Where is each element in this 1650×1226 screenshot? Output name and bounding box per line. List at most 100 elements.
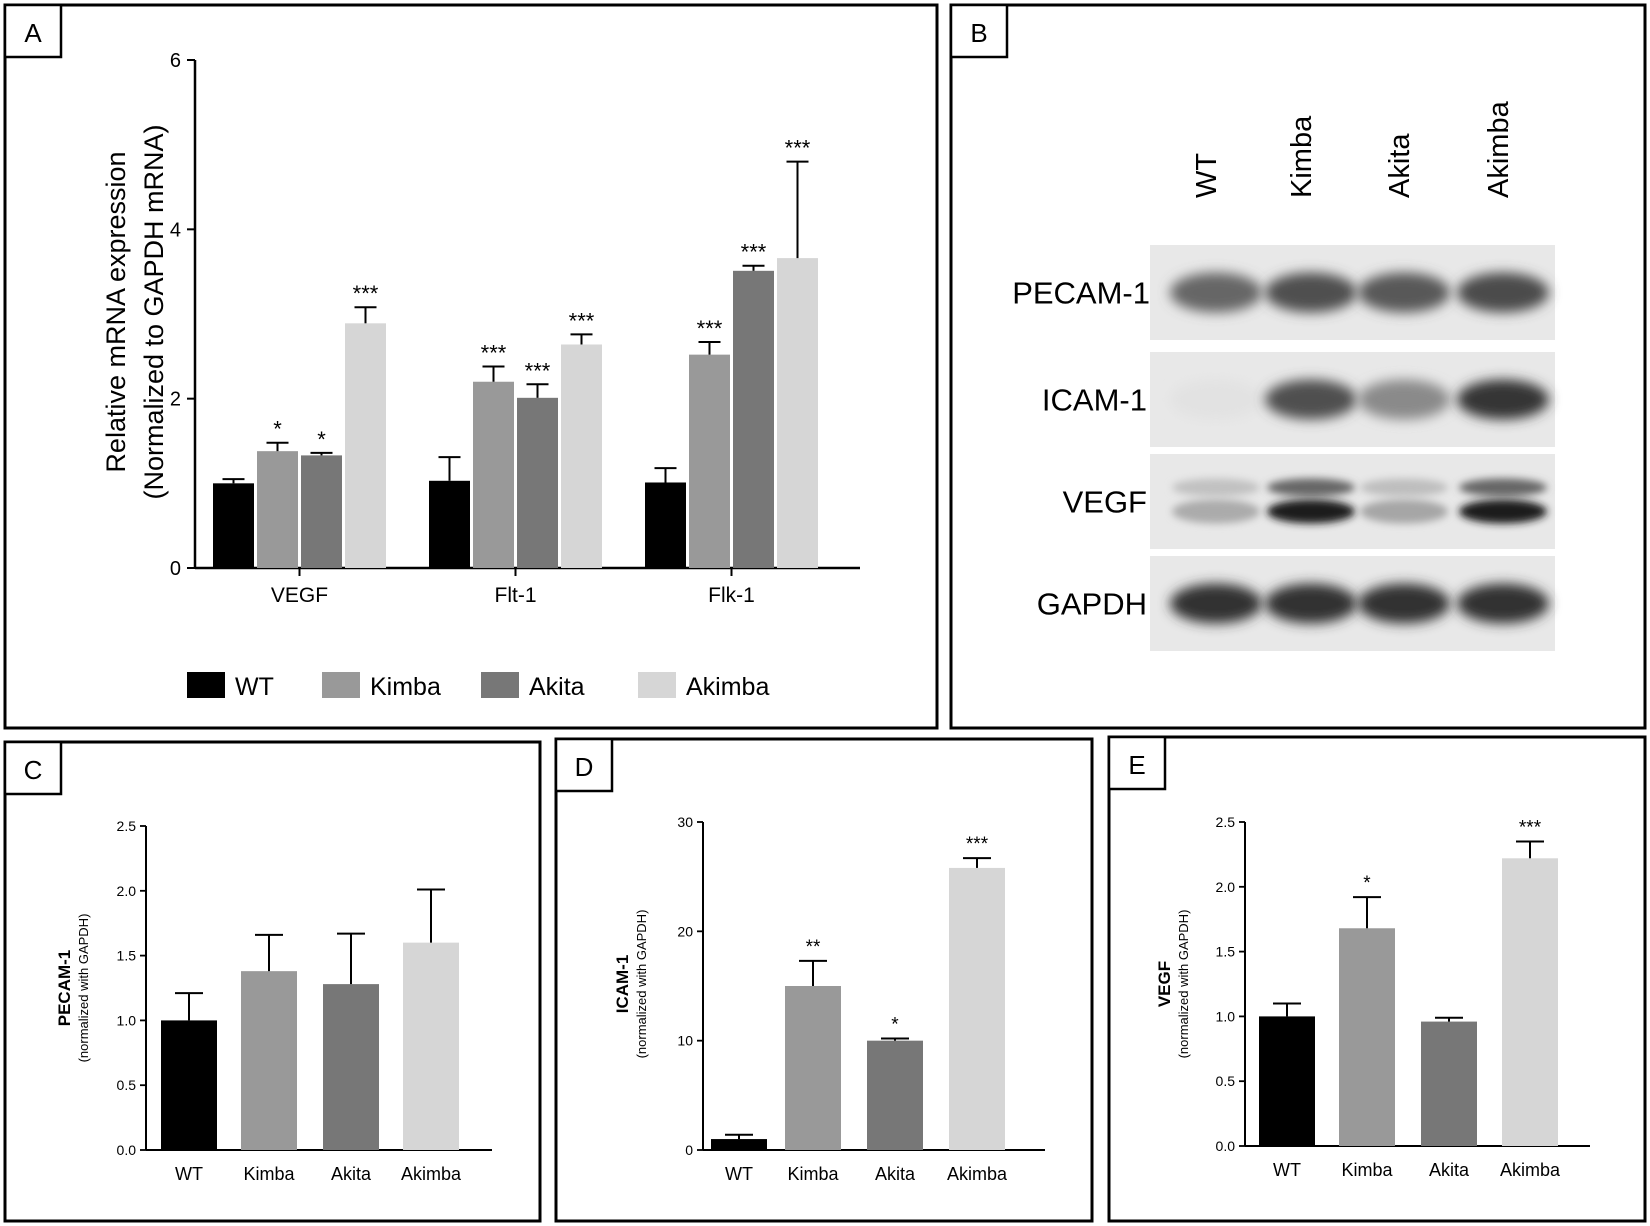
blot-strip-pecam-1	[1150, 245, 1555, 340]
bar-kimba-vegf	[257, 451, 298, 568]
y-tick-label: 1.0	[117, 1012, 137, 1028]
chart-a-mrna-expression: 0 2 4 6 Relative mRNA expression (Normalized …	[101, 50, 860, 701]
band	[1265, 379, 1357, 420]
svg-text:B: B	[970, 18, 987, 48]
significance-marker: **	[806, 937, 821, 958]
panel-letter-c: C	[3, 740, 63, 796]
y-axis-label-sub: (normalized with GAPDH)	[76, 914, 91, 1063]
lane-label-kimba: Kimba	[1286, 115, 1318, 198]
bar-akita-flk-1	[733, 270, 774, 568]
x-tick-label: Akimba	[947, 1164, 1008, 1184]
band-lower	[1360, 499, 1448, 524]
x-tick-label: Akita	[1429, 1160, 1470, 1180]
chart-c-pecam1: 0.0 0.5 1.0 1.5 2.0 2.5 PECAM-1 (normalized wit…	[55, 818, 492, 1184]
blot-row-label-vegf: VEGF	[1063, 485, 1147, 520]
bar-kimba	[241, 971, 297, 1150]
legend-label-kimba: Kimba	[370, 673, 441, 701]
significance-marker: *	[317, 427, 326, 452]
bar-wt	[161, 1020, 217, 1150]
x-tick-label: Akimba	[1500, 1160, 1561, 1180]
y-tick-label: 1.5	[1216, 944, 1236, 960]
y-tick-label: 10	[677, 1033, 693, 1049]
svg-text:E: E	[1128, 750, 1145, 780]
y-tick-label: 2.0	[117, 883, 137, 899]
band	[1170, 583, 1262, 624]
svg-text:D: D	[575, 752, 594, 782]
y-tick-label: 0.5	[117, 1077, 137, 1093]
panel-a-frame	[3, 3, 939, 730]
x-tick-label: Flk-1	[708, 584, 755, 607]
y-tick-label: 2.5	[1216, 814, 1236, 830]
y-tick-label: 0	[170, 558, 181, 580]
bar-wt	[711, 1139, 767, 1150]
panel-b-frame	[949, 3, 1647, 730]
svg-text:A: A	[24, 18, 42, 48]
panel-letter-a: A	[3, 3, 63, 59]
x-tick-label: WT	[175, 1164, 203, 1184]
bar-akita-flt-1	[517, 397, 558, 568]
bar-akimba	[403, 942, 459, 1150]
significance-marker: ***	[569, 308, 595, 333]
band-upper	[1459, 478, 1547, 497]
panel-letter-b: B	[949, 3, 1009, 59]
y-axis-label-sub: (normalized with GAPDH)	[634, 910, 649, 1059]
x-tick-label: Flt-1	[495, 584, 537, 607]
y-tick-label: 1.0	[1216, 1008, 1236, 1024]
band	[1457, 379, 1549, 420]
bar-wt-flk-1	[645, 482, 686, 568]
significance-marker: *	[273, 417, 282, 442]
x-tick-label: Kimba	[787, 1164, 839, 1184]
band	[1265, 583, 1357, 624]
legend-swatch-akita	[481, 672, 519, 698]
blot-strip-vegf	[1150, 454, 1555, 549]
band	[1358, 272, 1450, 313]
legend-swatch-wt	[187, 672, 225, 698]
significance-marker: ***	[1519, 817, 1542, 838]
y-axis-label: Relative mRNA expression	[101, 151, 131, 472]
bar-wt-vegf	[213, 483, 254, 568]
significance-marker: ***	[697, 316, 723, 341]
band-lower	[1267, 499, 1355, 524]
band	[1170, 272, 1262, 313]
x-tick-label: Kimba	[243, 1164, 295, 1184]
bar-akimba-flt-1	[561, 344, 602, 568]
panel-d-frame	[554, 737, 1094, 1223]
y-tick-label: 4	[170, 219, 181, 241]
y-tick-label: 30	[677, 814, 693, 830]
y-axis-label: VEGF	[1155, 961, 1174, 1007]
blot-strip-gapdh	[1150, 556, 1555, 651]
band	[1170, 379, 1262, 420]
panel-e-frame	[1107, 735, 1647, 1223]
bar-kimba	[785, 986, 841, 1150]
significance-marker: ***	[966, 834, 989, 855]
x-tick-label: Kimba	[1341, 1160, 1393, 1180]
bar-wt	[1259, 1016, 1315, 1146]
y-tick-label: 0.0	[117, 1142, 137, 1158]
x-tick-label: Akita	[331, 1164, 372, 1184]
y-tick-label: 0	[685, 1142, 693, 1158]
legend-label-wt: WT	[235, 673, 274, 701]
band	[1457, 583, 1549, 624]
band	[1457, 272, 1549, 313]
bar-kimba-flt-1	[473, 381, 514, 568]
x-tick-label: WT	[1273, 1160, 1301, 1180]
band	[1265, 272, 1357, 313]
legend-swatch-kimba	[322, 672, 360, 698]
lane-label-akimba: Akimba	[1483, 100, 1515, 198]
band-upper	[1360, 478, 1448, 497]
band-upper	[1172, 478, 1260, 497]
y-tick-label: 0.0	[1216, 1138, 1236, 1154]
y-tick-label: 1.5	[117, 948, 137, 964]
x-tick-label: Akita	[875, 1164, 916, 1184]
y-tick-label: 2.5	[117, 818, 137, 834]
bar-akimba-vegf	[345, 323, 386, 568]
blot-strip-icam-1	[1150, 352, 1555, 447]
bar-akita	[1421, 1021, 1477, 1146]
y-axis-label: PECAM-1	[55, 950, 74, 1027]
y-tick-label: 2	[170, 389, 181, 411]
y-tick-label: 2.0	[1216, 879, 1236, 895]
lane-label-wt: WT	[1191, 153, 1223, 198]
svg-text:C: C	[24, 755, 43, 785]
